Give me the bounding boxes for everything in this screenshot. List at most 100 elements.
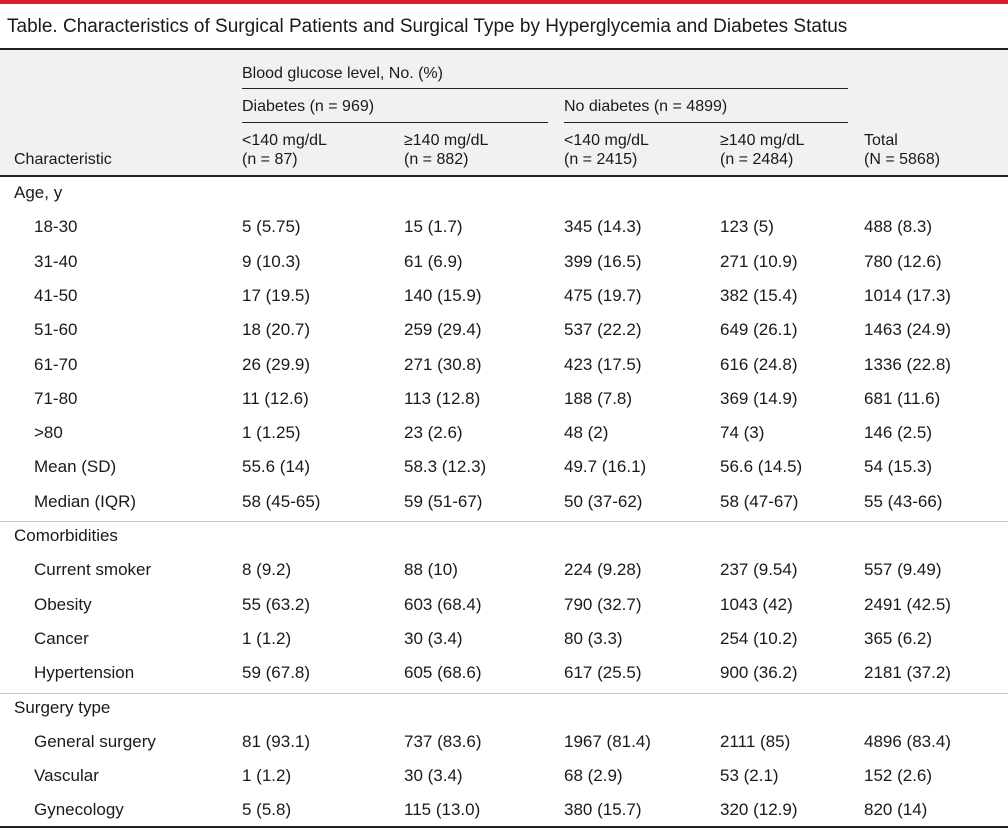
row-label: Median (IQR): [34, 491, 137, 511]
table-cell: 271 (10.9): [720, 251, 798, 271]
table-cell: 380 (15.7): [564, 800, 642, 820]
group-header-rule: [242, 88, 848, 89]
table-cell: 1336 (22.8): [864, 354, 951, 374]
table-cell: 140 (15.9): [404, 285, 482, 305]
row-label: Mean (SD): [34, 457, 117, 477]
table-cell: 59 (51-67): [404, 491, 483, 511]
table-cell: 61 (6.9): [404, 251, 463, 271]
row-label: 31-40: [34, 251, 78, 271]
table-cell: 780 (12.6): [864, 251, 942, 271]
table-cell: 18 (20.7): [242, 320, 311, 340]
table-cell: 649 (26.1): [720, 320, 798, 340]
table-cell: 271 (30.8): [404, 354, 482, 374]
table-cell: 616 (24.8): [720, 354, 798, 374]
row-label: Current smoker: [34, 560, 152, 580]
table-cell: 68 (2.9): [564, 766, 623, 786]
diabetes-header-rule: [242, 122, 548, 123]
table-cell: 1043 (42): [720, 594, 793, 614]
table-cell: 188 (7.8): [564, 388, 633, 408]
column-header: Total (N = 5868): [864, 132, 941, 168]
table-cell: 50 (37-62): [564, 491, 643, 511]
table-cell: 2491 (42.5): [864, 594, 951, 614]
table-cell: 23 (2.6): [404, 423, 463, 443]
table-cell: 11 (12.6): [242, 388, 309, 408]
table-cell: 55.6 (14): [242, 457, 311, 477]
top-accent-bar: [0, 0, 1008, 4]
table-cell: 617 (25.5): [564, 663, 642, 683]
table-cell: 15 (1.7): [404, 217, 463, 237]
table-cell: 146 (2.5): [864, 423, 933, 443]
table-cell: 123 (5): [720, 217, 774, 237]
table-cell: 537 (22.2): [564, 320, 642, 340]
table-cell: 49.7 (16.1): [564, 457, 647, 477]
table-cell: 488 (8.3): [864, 217, 933, 237]
table-cell: 5 (5.8): [242, 800, 292, 820]
table-cell: 1967 (81.4): [564, 731, 651, 751]
column-header: ≥140 mg/dL (n = 882): [404, 132, 489, 168]
table-cell: 54 (15.3): [864, 457, 933, 477]
column-header: <140 mg/dL (n = 87): [242, 132, 327, 168]
table-cell: 475 (19.7): [564, 285, 642, 305]
row-label: Vascular: [34, 766, 99, 786]
table-cell: 8 (9.2): [242, 560, 292, 580]
table-cell: 4896 (83.4): [864, 731, 951, 751]
row-label: 61-70: [34, 354, 78, 374]
diabetes-header: Diabetes (n = 969): [242, 98, 375, 115]
table-cell: 58.3 (12.3): [404, 457, 487, 477]
group-header: Blood glucose level, No. (%): [242, 65, 443, 82]
row-label: 18-30: [34, 217, 78, 237]
table-cell: 55 (63.2): [242, 594, 311, 614]
section-divider: [0, 521, 1008, 522]
table-cell: 369 (14.9): [720, 388, 798, 408]
row-label: Hypertension: [34, 663, 135, 683]
table-cell: 423 (17.5): [564, 354, 642, 374]
table-cell: 382 (15.4): [720, 285, 798, 305]
table-cell: 254 (10.2): [720, 628, 798, 648]
row-label: 71-80: [34, 388, 78, 408]
table-title: Table. Characteristics of Surgical Patie…: [7, 16, 848, 37]
table-cell: 113 (12.8): [404, 388, 481, 408]
table-cell: 237 (9.54): [720, 560, 798, 580]
table-cell: 345 (14.3): [564, 217, 642, 237]
title-rule: [0, 48, 1008, 50]
table-cell: 17 (19.5): [242, 285, 311, 305]
table-cell: 59 (67.8): [242, 663, 311, 683]
table-cell: 259 (29.4): [404, 320, 482, 340]
table-cell: 1014 (17.3): [864, 285, 951, 305]
table-cell: 365 (6.2): [864, 628, 933, 648]
table-cell: 399 (16.5): [564, 251, 642, 271]
table-cell: 58 (45-65): [242, 491, 321, 511]
table-cell: 557 (9.49): [864, 560, 942, 580]
no-diabetes-header-rule: [564, 122, 848, 123]
table-cell: 48 (2): [564, 423, 609, 443]
table-cell: 58 (47-67): [720, 491, 799, 511]
row-label: 51-60: [34, 320, 78, 340]
section-label: Surgery type: [14, 697, 111, 717]
row-label: 41-50: [34, 285, 78, 305]
row-label: >80: [34, 423, 63, 443]
table-cell: 320 (12.9): [720, 800, 798, 820]
table-cell: 2111 (85): [720, 731, 791, 751]
table-cell: 88 (10): [404, 560, 458, 580]
table-cell: 74 (3): [720, 423, 765, 443]
table-cell: 9 (10.3): [242, 251, 301, 271]
table-cell: 115 (13.0): [404, 800, 481, 820]
table-cell: 1463 (24.9): [864, 320, 951, 340]
header-rule: [0, 175, 1008, 177]
table-cell: 30 (3.4): [404, 628, 463, 648]
table-cell: 80 (3.3): [564, 628, 623, 648]
table-cell: 1 (1.2): [242, 628, 292, 648]
table-cell: 820 (14): [864, 800, 928, 820]
table-cell: 1 (1.2): [242, 766, 292, 786]
table-cell: 605 (68.6): [404, 663, 482, 683]
table-cell: 152 (2.6): [864, 766, 933, 786]
table-cell: 737 (83.6): [404, 731, 482, 751]
table-cell: 56.6 (14.5): [720, 457, 803, 477]
section-divider: [0, 692, 1008, 694]
section-label: Comorbidities: [14, 526, 118, 545]
table-header: [0, 50, 1008, 176]
table-cell: 900 (36.2): [720, 663, 798, 683]
table-cell: 55 (43-66): [864, 491, 943, 511]
column-header: <140 mg/dL (n = 2415): [564, 132, 649, 168]
row-label: Cancer: [34, 628, 89, 648]
